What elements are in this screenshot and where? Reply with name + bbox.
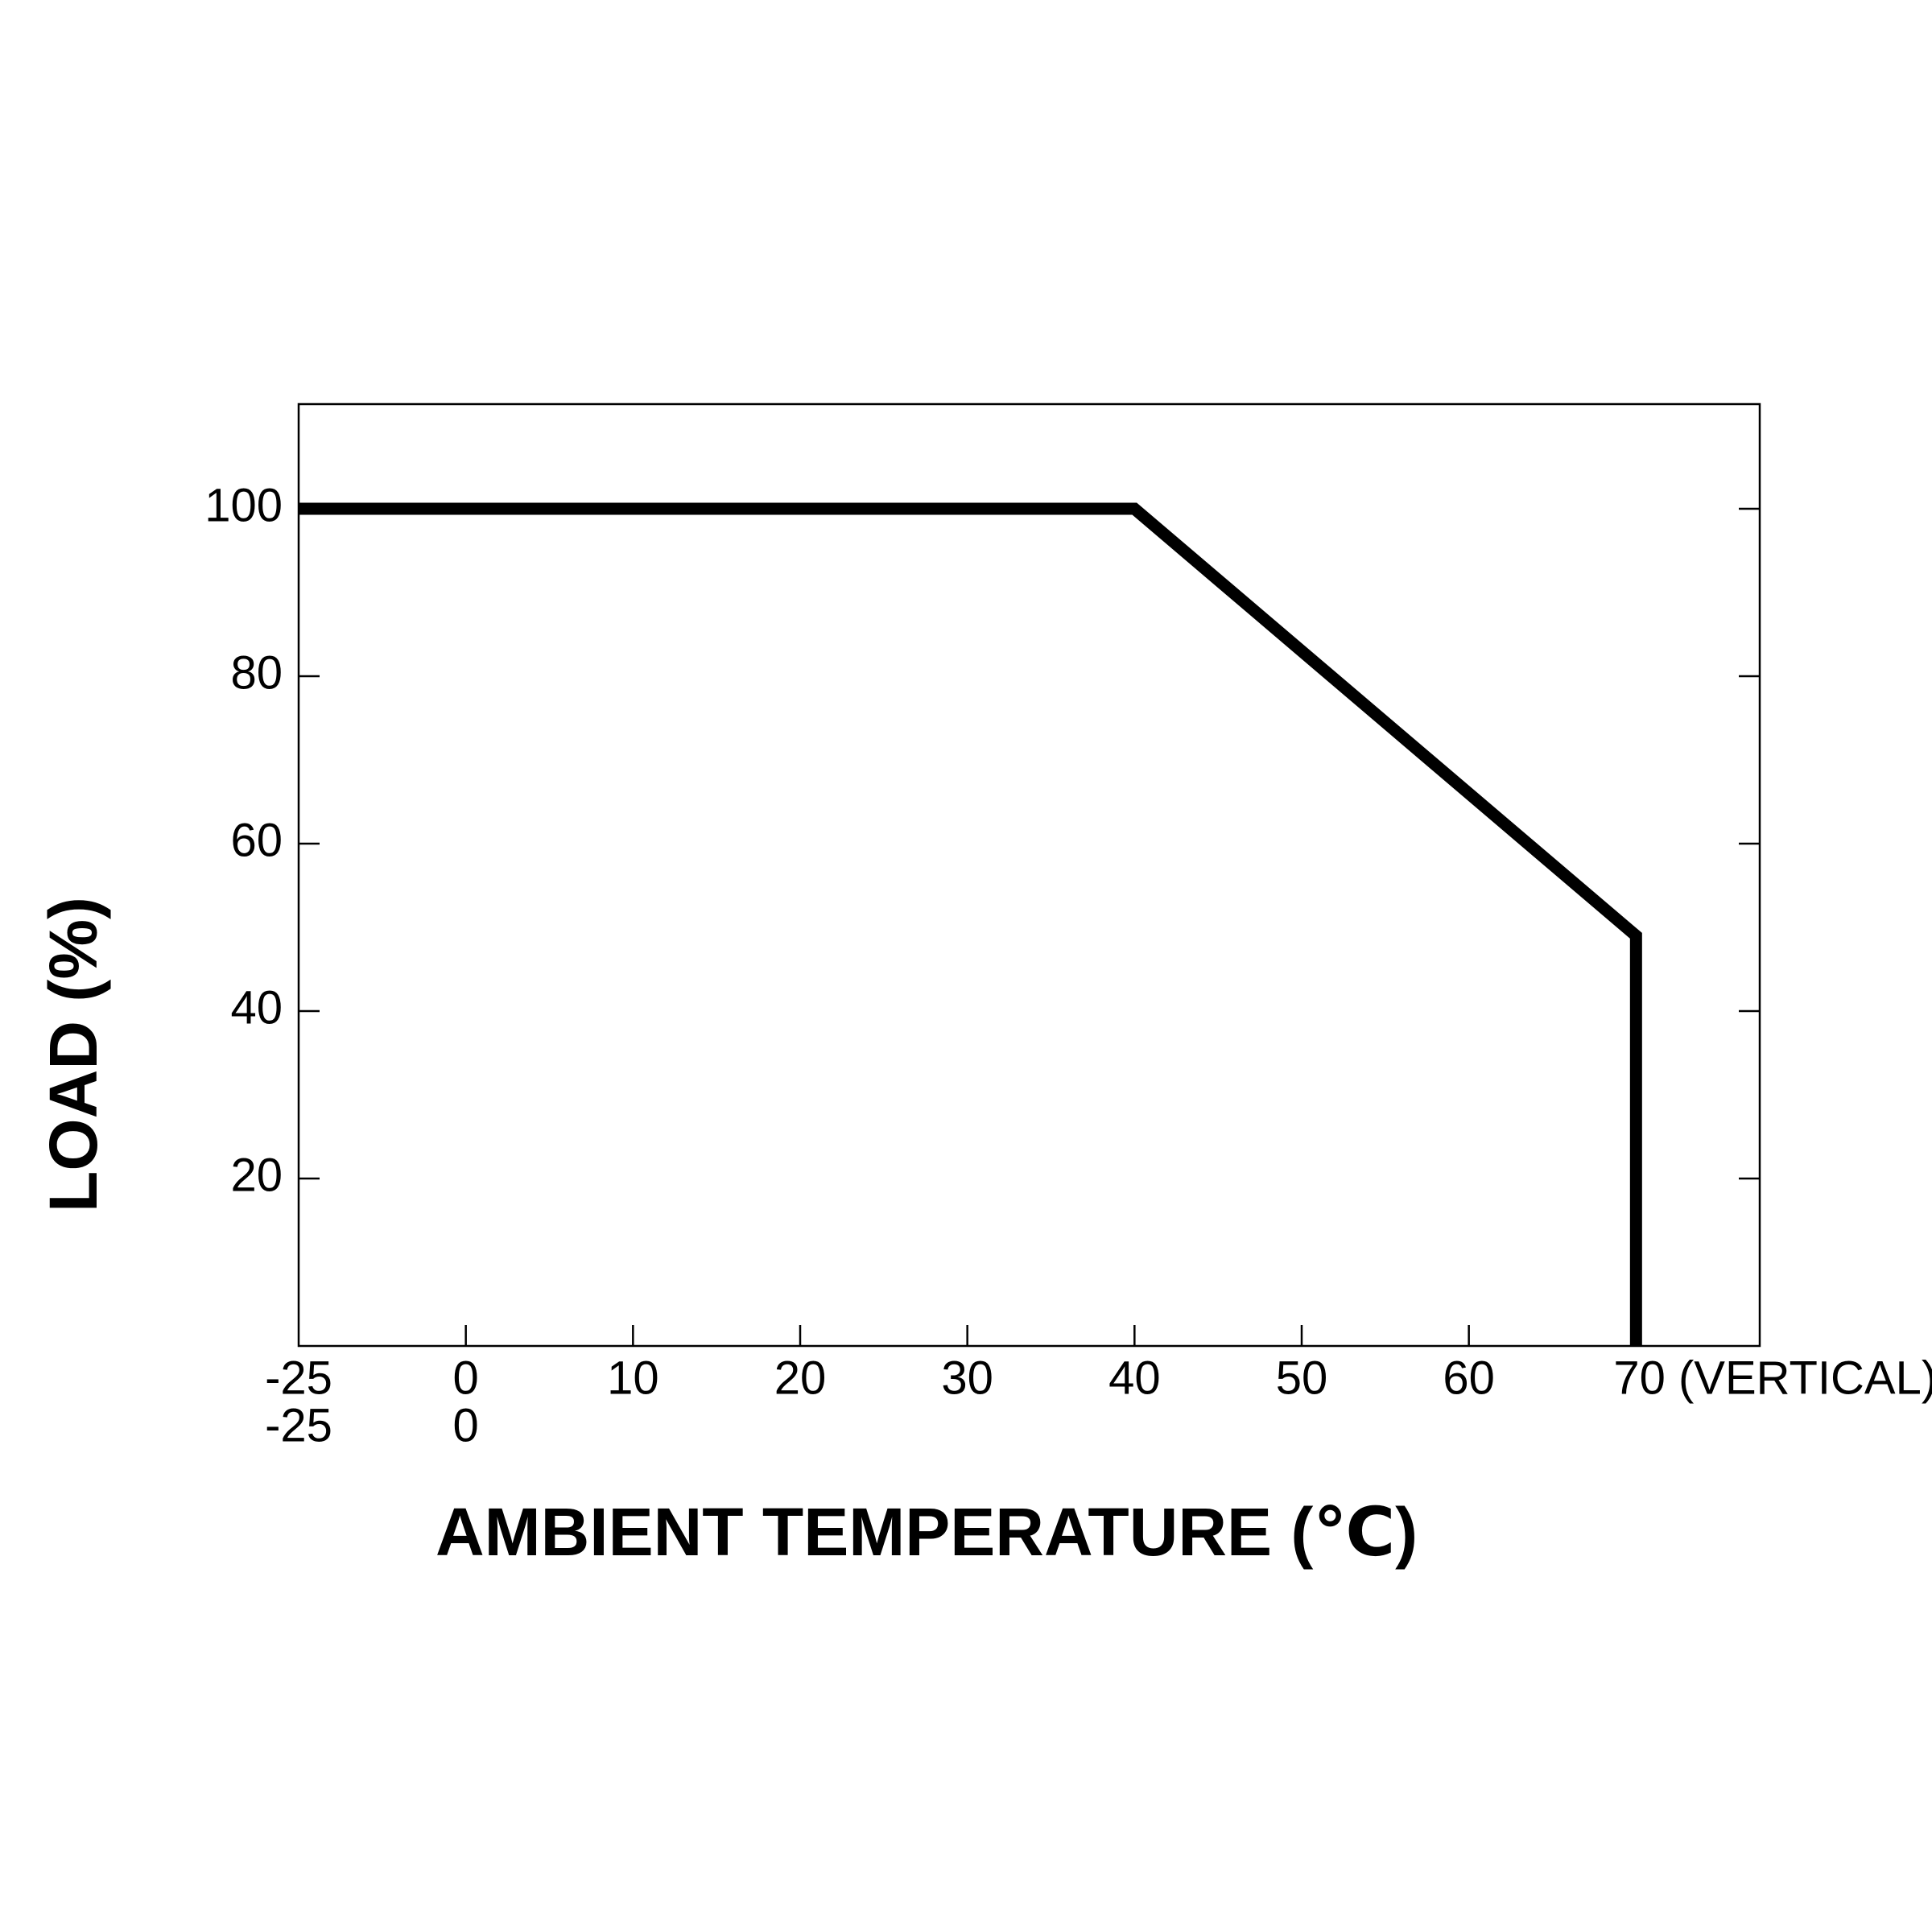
derating-line	[299, 502, 1642, 1346]
plot-frame	[297, 402, 1761, 1348]
y-tick-label: 80	[230, 646, 283, 699]
x-tick-label: 10	[607, 1352, 659, 1404]
y-tick-label: 60	[230, 814, 283, 866]
y-axis-title: LOAD (%)	[35, 897, 111, 1212]
y-tick-label: 20	[230, 1149, 283, 1201]
x-tick-label: 40	[1108, 1352, 1161, 1404]
x-tick-label: 50	[1276, 1352, 1328, 1404]
x-tick-label: 30	[941, 1352, 993, 1404]
x-tick-label: 60	[1443, 1352, 1495, 1404]
x-tick-label-row2: -25	[265, 1399, 332, 1451]
x-tick-label-row2: 0	[453, 1399, 479, 1451]
y-tick-label: 40	[230, 981, 283, 1034]
x-axis-title: AMBIENT TEMPERATURE (℃)	[436, 1494, 1418, 1570]
x-tick-label: 20	[774, 1352, 827, 1404]
x-tick-label: -25	[265, 1352, 332, 1404]
x-tick-label: 70 (VERTICAL)	[1613, 1352, 1932, 1404]
x-tick-label: 0	[453, 1352, 479, 1404]
y-tick-label: 100	[204, 479, 283, 531]
